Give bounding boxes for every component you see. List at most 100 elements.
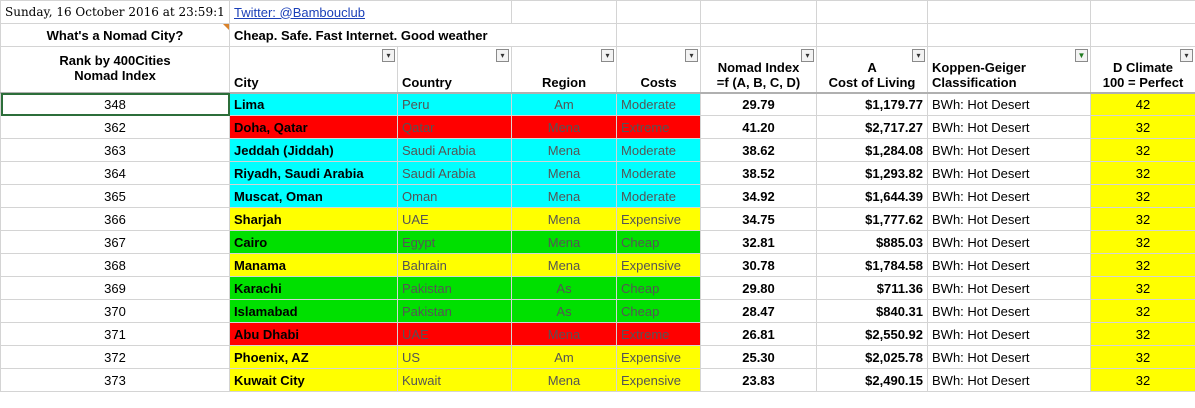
nomad-index-cell[interactable]: 29.80 [700,276,818,300]
rank-cell[interactable]: 364 [0,161,230,185]
header-country[interactable]: Country ▾ [396,46,513,94]
climate-cell[interactable]: 32 [1090,138,1195,162]
cost-of-living-cell[interactable]: $1,777.62 [816,207,929,231]
costs-cell[interactable]: Cheap [616,276,702,300]
tagline-cell[interactable]: Cheap. Safe. Fast Internet. Good weather [228,23,618,47]
koppen-cell[interactable]: BWh: Hot Desert [927,138,1092,162]
filter-dropdown-icon[interactable]: ▾ [1180,49,1194,62]
city-cell[interactable]: Islamabad [229,299,398,323]
header-costs[interactable]: Costs ▾ [616,46,702,94]
costs-cell[interactable]: Cheap [616,230,702,254]
header-nomad-index[interactable]: Nomad Index =f (A, B, C, D) ▾ [700,46,818,94]
cost-of-living-cell[interactable]: $1,784.58 [816,253,929,277]
rank-cell[interactable]: 362 [0,115,230,139]
empty-cell[interactable] [1090,0,1195,24]
koppen-cell[interactable]: BWh: Hot Desert [927,230,1092,254]
cost-of-living-cell[interactable]: $711.36 [816,276,929,300]
climate-cell[interactable]: 32 [1090,207,1195,231]
filter-dropdown-icon[interactable]: ▾ [912,49,926,62]
climate-cell[interactable]: 32 [1090,322,1195,346]
rank-cell[interactable]: 371 [0,322,230,346]
table-row[interactable]: 373 Kuwait City Kuwait Mena Expensive 23.83 $2… [0,368,1195,392]
region-cell[interactable]: Mena [511,253,618,277]
filter-dropdown-icon[interactable]: ▾ [601,49,615,62]
rank-cell[interactable]: 365 [0,184,230,208]
nomad-index-cell[interactable]: 25.30 [700,345,818,369]
city-cell[interactable]: Doha, Qatar [229,115,398,139]
nomad-index-cell[interactable]: 28.47 [700,299,818,323]
cost-of-living-cell[interactable]: $1,179.77 [816,92,929,116]
empty-cell[interactable] [816,0,929,24]
region-cell[interactable]: Mena [511,230,618,254]
nomad-index-cell[interactable]: 34.75 [700,207,818,231]
empty-cell[interactable] [927,0,1092,24]
koppen-cell[interactable]: BWh: Hot Desert [927,115,1092,139]
empty-cell[interactable] [927,23,1092,47]
header-region[interactable]: Region ▾ [511,46,618,94]
climate-cell[interactable]: 32 [1090,115,1195,139]
empty-cell[interactable] [616,23,702,47]
table-row[interactable]: 362 Doha, Qatar Qatar Mena Extreme 41.20 $2,71… [0,115,1195,139]
region-cell[interactable]: As [511,276,618,300]
country-cell[interactable]: Peru [396,92,513,116]
rank-cell[interactable]: 369 [0,276,230,300]
empty-cell[interactable] [700,23,818,47]
nomad-index-cell[interactable]: 38.52 [700,161,818,185]
city-cell[interactable]: Riyadh, Saudi Arabia [229,161,398,185]
costs-cell[interactable]: Expensive [616,207,702,231]
region-cell[interactable]: Mena [511,207,618,231]
cost-of-living-cell[interactable]: $2,550.92 [816,322,929,346]
nomad-index-cell[interactable]: 30.78 [700,253,818,277]
table-row[interactable]: 348 Lima Peru Am Moderate 29.79 $1,179.77 BWh: … [0,92,1195,116]
rank-cell[interactable]: 372 [0,345,230,369]
filter-active-icon[interactable]: ▼ [1075,49,1089,62]
cost-of-living-cell[interactable]: $2,717.27 [816,115,929,139]
twitter-cell[interactable]: Twitter: @Bambouclub [228,0,513,24]
koppen-cell[interactable]: BWh: Hot Desert [927,253,1092,277]
filter-dropdown-icon[interactable]: ▾ [685,49,699,62]
city-cell[interactable]: Muscat, Oman [229,184,398,208]
costs-cell[interactable]: Expensive [616,345,702,369]
costs-cell[interactable]: Moderate [616,184,702,208]
cost-of-living-cell[interactable]: $840.31 [816,299,929,323]
climate-cell[interactable]: 32 [1090,161,1195,185]
country-cell[interactable]: UAE [396,207,513,231]
country-cell[interactable]: Kuwait [396,368,513,392]
costs-cell[interactable]: Moderate [616,92,702,116]
city-cell[interactable]: Manama [229,253,398,277]
country-cell[interactable]: US [396,345,513,369]
country-cell[interactable]: Pakistan [396,276,513,300]
costs-cell[interactable]: Expensive [616,253,702,277]
cost-of-living-cell[interactable]: $1,284.08 [816,138,929,162]
koppen-cell[interactable]: BWh: Hot Desert [927,92,1092,116]
koppen-cell[interactable]: BWh: Hot Desert [927,322,1092,346]
city-cell[interactable]: Kuwait City [229,368,398,392]
rank-cell[interactable]: 368 [0,253,230,277]
costs-cell[interactable]: Extreme [616,322,702,346]
cost-of-living-cell[interactable]: $2,490.15 [816,368,929,392]
empty-cell[interactable] [616,0,702,24]
country-cell[interactable]: Oman [396,184,513,208]
climate-cell[interactable]: 32 [1090,253,1195,277]
country-cell[interactable]: Saudi Arabia [396,138,513,162]
table-row[interactable]: 365 Muscat, Oman Oman Mena Moderate 34.92 $1,6… [0,184,1195,208]
nomad-index-cell[interactable]: 41.20 [700,115,818,139]
city-cell[interactable]: Cairo [229,230,398,254]
empty-cell[interactable] [1090,23,1195,47]
city-cell[interactable]: Phoenix, AZ [229,345,398,369]
cost-of-living-cell[interactable]: $885.03 [816,230,929,254]
rank-cell[interactable]: 366 [0,207,230,231]
empty-cell[interactable] [700,0,818,24]
table-row[interactable]: 367 Cairo Egypt Mena Cheap 32.81 $885.03 BWh: H… [0,230,1195,254]
rank-cell[interactable]: 363 [0,138,230,162]
koppen-cell[interactable]: BWh: Hot Desert [927,345,1092,369]
rank-cell[interactable]: 373 [0,368,230,392]
country-cell[interactable]: Egypt [396,230,513,254]
nomad-index-cell[interactable]: 26.81 [700,322,818,346]
twitter-link[interactable]: Twitter: @Bambouclub [234,4,365,20]
city-cell[interactable]: Abu Dhabi [229,322,398,346]
header-city[interactable]: City ▾ [229,46,398,94]
climate-cell[interactable]: 42 [1090,92,1195,116]
country-cell[interactable]: Pakistan [396,299,513,323]
cost-of-living-cell[interactable]: $1,644.39 [816,184,929,208]
